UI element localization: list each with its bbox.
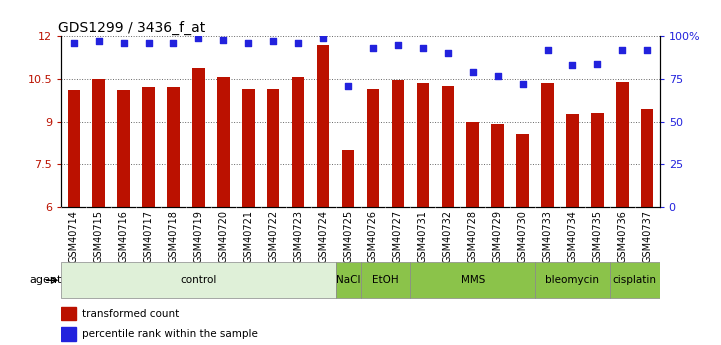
Text: GSM40718: GSM40718 [169, 210, 179, 263]
Text: GDS1299 / 3436_f_at: GDS1299 / 3436_f_at [58, 21, 205, 35]
Bar [118, 90, 130, 207]
Point [68, 40, 79, 46]
Bar [535, 263, 610, 298]
Bar [591, 113, 603, 207]
Bar [466, 121, 479, 207]
Text: GSM40736: GSM40736 [617, 210, 627, 263]
Text: GSM40734: GSM40734 [567, 210, 578, 263]
Bar [335, 263, 360, 298]
Point [242, 40, 254, 46]
Text: GSM40729: GSM40729 [492, 210, 503, 263]
Point [118, 40, 129, 46]
Text: GSM40719: GSM40719 [193, 210, 203, 263]
Text: GSM40722: GSM40722 [268, 210, 278, 263]
Bar [616, 82, 629, 207]
Bar [242, 89, 255, 207]
Text: GSM40735: GSM40735 [593, 210, 602, 263]
Bar [61, 307, 76, 320]
Text: GSM40733: GSM40733 [542, 210, 552, 263]
Point [342, 83, 354, 89]
Text: GSM40728: GSM40728 [468, 210, 478, 263]
Bar [217, 78, 229, 207]
Point [467, 69, 479, 75]
Bar [541, 83, 554, 207]
Bar [142, 87, 155, 207]
Bar [292, 78, 304, 207]
Text: GSM40723: GSM40723 [293, 210, 303, 263]
Bar [367, 89, 379, 207]
Bar [516, 135, 528, 207]
Text: GSM40716: GSM40716 [119, 210, 128, 263]
Bar [360, 263, 410, 298]
Point [317, 35, 329, 41]
Bar [492, 125, 504, 207]
Text: GSM40720: GSM40720 [218, 210, 229, 263]
Bar [417, 83, 429, 207]
Point [218, 37, 229, 42]
Bar [610, 263, 660, 298]
Point [143, 40, 154, 46]
Text: GSM40717: GSM40717 [143, 210, 154, 263]
Text: GSM40727: GSM40727 [393, 210, 403, 263]
Text: GSM40726: GSM40726 [368, 210, 378, 263]
Text: EtOH: EtOH [372, 275, 399, 285]
Point [541, 47, 553, 53]
Point [392, 42, 404, 48]
Point [592, 61, 603, 66]
Text: control: control [180, 275, 216, 285]
Bar [410, 263, 535, 298]
Bar [193, 68, 205, 207]
Point [93, 39, 105, 44]
Bar [641, 109, 653, 207]
Text: MMS: MMS [461, 275, 485, 285]
Point [517, 81, 528, 87]
Text: NaCl: NaCl [336, 275, 360, 285]
Text: transformed count: transformed count [82, 309, 180, 318]
Text: cisplatin: cisplatin [613, 275, 657, 285]
Text: GSM40715: GSM40715 [94, 210, 104, 263]
Text: GSM40721: GSM40721 [243, 210, 253, 263]
Bar [167, 87, 180, 207]
Bar [267, 89, 280, 207]
Text: agent: agent [29, 275, 61, 285]
Bar [317, 45, 329, 207]
Bar [566, 115, 579, 207]
Bar [342, 150, 354, 207]
Point [442, 50, 454, 56]
Bar [392, 80, 404, 207]
Point [367, 46, 379, 51]
Text: GSM40724: GSM40724 [318, 210, 328, 263]
Point [642, 47, 653, 53]
Point [417, 46, 428, 51]
Point [193, 35, 204, 41]
Bar [61, 263, 335, 298]
Point [168, 40, 180, 46]
Text: GSM40725: GSM40725 [343, 210, 353, 263]
Point [616, 47, 628, 53]
Text: bleomycin: bleomycin [546, 275, 599, 285]
Text: GSM40714: GSM40714 [68, 210, 79, 263]
Text: GSM40737: GSM40737 [642, 210, 653, 263]
Bar [441, 86, 454, 207]
Point [293, 40, 304, 46]
Point [267, 39, 279, 44]
Text: GSM40732: GSM40732 [443, 210, 453, 263]
Text: percentile rank within the sample: percentile rank within the sample [82, 329, 258, 339]
Bar [92, 79, 105, 207]
Point [492, 73, 503, 78]
Text: GSM40730: GSM40730 [518, 210, 528, 263]
Bar [68, 90, 80, 207]
Bar [61, 327, 76, 341]
Point [567, 62, 578, 68]
Text: GSM40731: GSM40731 [418, 210, 428, 263]
